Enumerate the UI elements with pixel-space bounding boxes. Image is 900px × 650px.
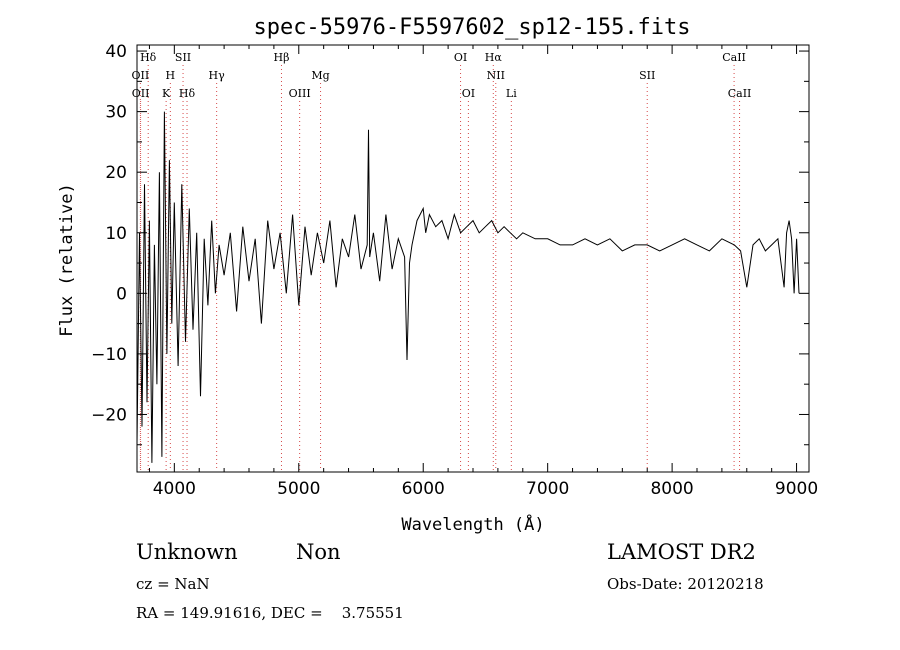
y-tick-label: 0	[116, 284, 127, 304]
line-marker-label: OII	[132, 87, 150, 100]
line-marker-label: SII	[639, 69, 655, 82]
line-marker-label: Hγ	[209, 69, 226, 82]
obs-date-readout: Obs-Date: 20120218	[607, 575, 764, 593]
line-marker-label: Hα	[485, 51, 503, 64]
line-marker-label: OI	[454, 51, 467, 64]
subclass-label: Non	[296, 540, 341, 564]
x-tick-label: 5000	[277, 479, 320, 499]
y-tick-label: 40	[105, 42, 127, 62]
coordinates-readout: RA = 149.91616, DEC = 3.75551	[136, 604, 404, 622]
x-tick-label: 7000	[526, 479, 569, 499]
x-tick-label: 4000	[153, 479, 196, 499]
line-marker-label: Li	[506, 87, 517, 100]
line-marker-label: SII	[175, 51, 191, 64]
chart-title: spec-55976-F5597602_sp12-155.fits	[253, 15, 690, 40]
line-marker-label: H	[166, 69, 176, 82]
cz-readout: cz = NaN	[136, 575, 210, 593]
line-marker-label: OI	[462, 87, 475, 100]
line-markers: Hδ SII Hβ OI Hα CaII OII H Hγ Mg NII SII OII K Hδ OIII O…	[132, 51, 752, 470]
line-marker-label: OII	[132, 69, 150, 82]
line-marker-label: Hδ	[179, 87, 196, 100]
line-marker-label: NII	[487, 69, 505, 82]
axis-ticks: 4000 5000 6000 7000 8000 9000 −20 −10 0 10 20 30 40	[91, 42, 818, 499]
spectrum-line	[136, 111, 800, 463]
line-marker-label: Hδ	[140, 51, 157, 64]
x-tick-label: 9000	[775, 479, 818, 499]
line-marker-label: Mg	[311, 69, 329, 82]
class-label: Unknown	[136, 540, 238, 564]
line-marker-label: K	[162, 87, 171, 100]
y-axis-label: Flux (relative)	[57, 183, 77, 337]
line-marker-label: Hβ	[274, 51, 290, 64]
y-tick-label: −10	[91, 345, 127, 365]
x-tick-label: 8000	[650, 479, 693, 499]
y-tick-label: −20	[91, 405, 127, 425]
x-tick-label: 6000	[402, 479, 445, 499]
plot-frame	[136, 44, 810, 473]
y-tick-label: 20	[105, 163, 127, 183]
line-marker-label: CaII	[728, 87, 752, 100]
line-marker-label: OIII	[289, 87, 311, 100]
line-marker-label: CaII	[722, 51, 746, 64]
survey-label: LAMOST DR2	[607, 540, 756, 564]
y-tick-label: 10	[105, 224, 127, 244]
y-tick-label: 30	[105, 103, 127, 123]
x-axis-label: Wavelength (Å)	[401, 513, 544, 535]
